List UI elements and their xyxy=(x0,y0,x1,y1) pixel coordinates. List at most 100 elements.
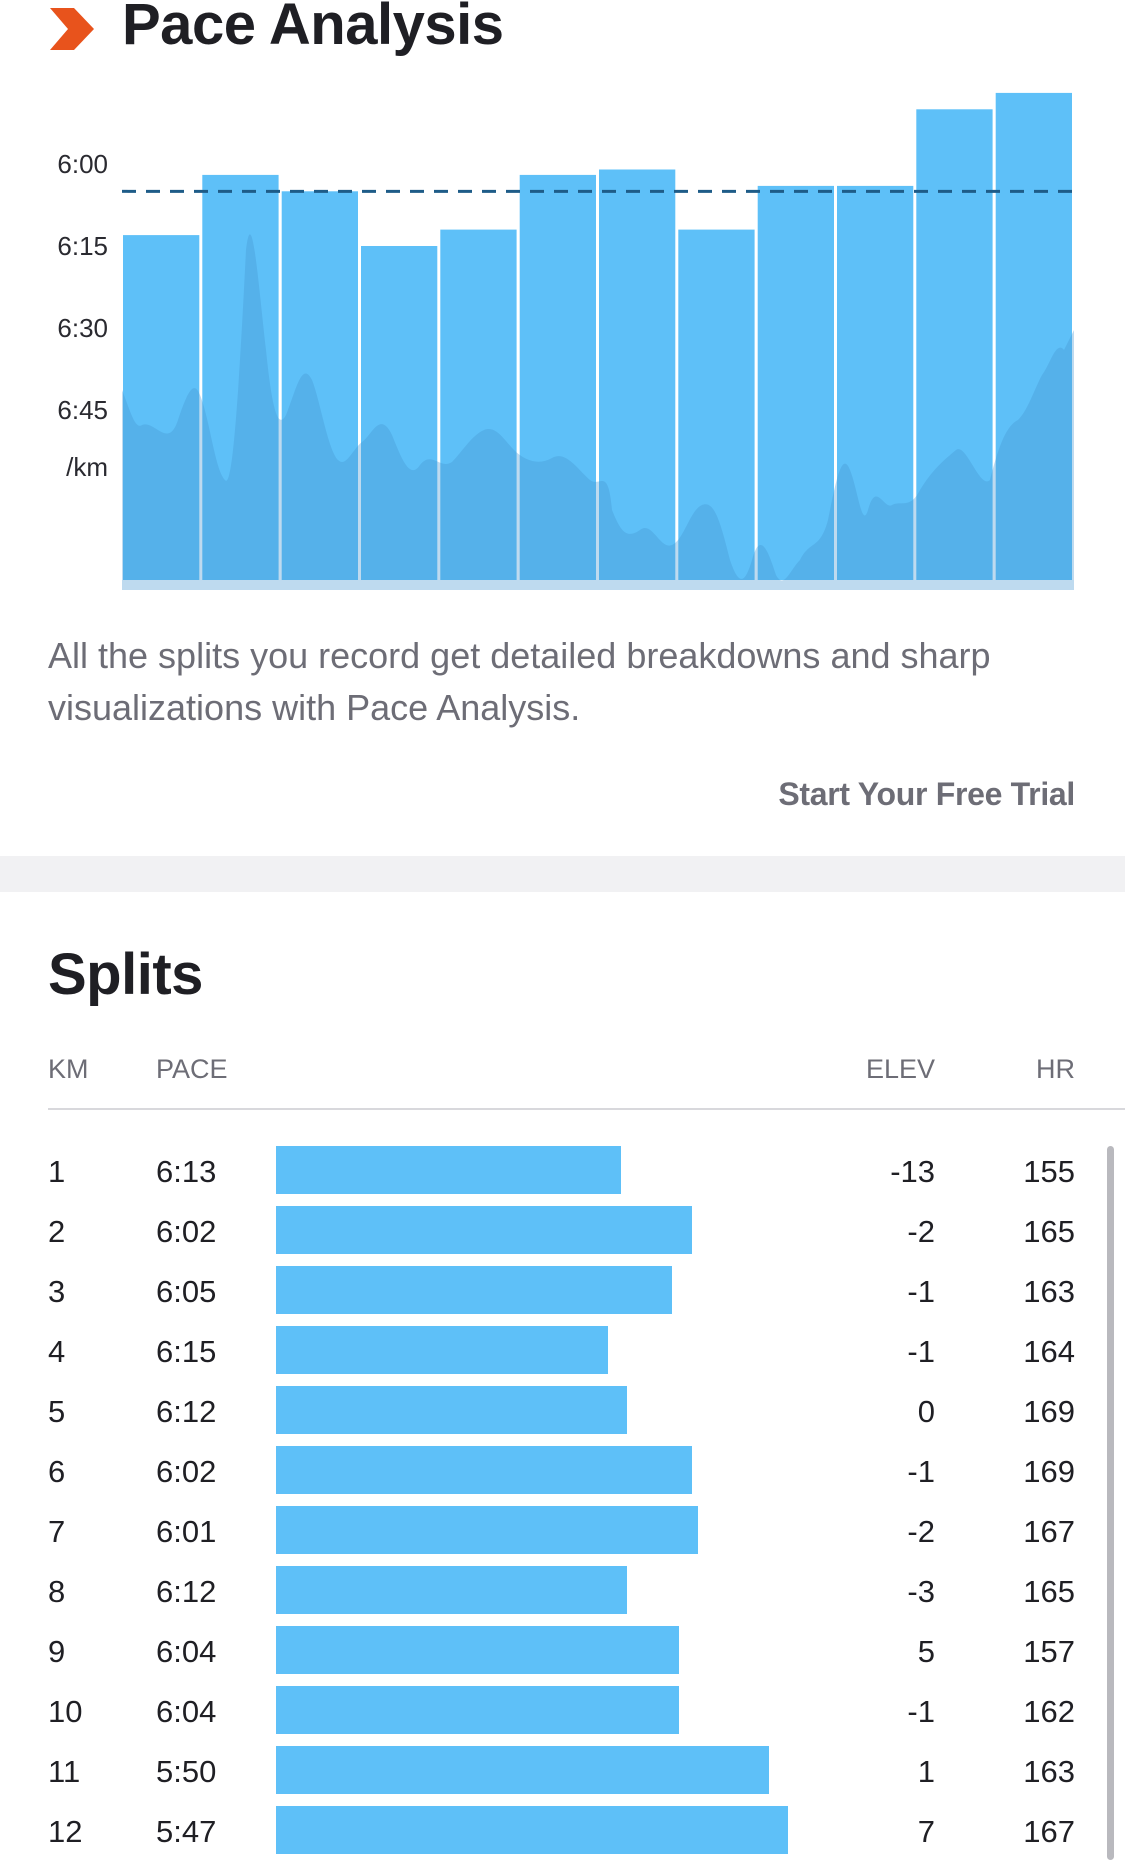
split-row[interactable]: 5 6:12 0 169 xyxy=(0,1386,1125,1446)
split-row[interactable]: 10 6:04 -1 162 xyxy=(0,1686,1125,1746)
split-heart-rate: 167 xyxy=(1023,1814,1075,1849)
split-km: 2 xyxy=(48,1214,66,1249)
split-km: 8 xyxy=(48,1574,66,1609)
split-pace: 6:04 xyxy=(156,1694,217,1729)
split-pace-bar xyxy=(276,1326,608,1374)
pace-bar-km-3[interactable] xyxy=(281,191,358,581)
split-elevation: 0 xyxy=(917,1394,935,1429)
split-elevation: -1 xyxy=(907,1274,935,1309)
pace-chart-svg: 6:00 6:15 6:30 6:45/km xyxy=(57,92,1074,590)
split-pace-bar xyxy=(276,1266,672,1314)
split-heart-rate: 167 xyxy=(1023,1514,1075,1549)
column-header-km: KM xyxy=(48,1054,89,1084)
split-heart-rate: 157 xyxy=(1023,1634,1075,1669)
pace-bar-km-4[interactable] xyxy=(361,246,438,580)
split-km: 9 xyxy=(48,1634,66,1669)
split-elevation: -2 xyxy=(907,1514,935,1549)
split-heart-rate: 162 xyxy=(1023,1694,1075,1729)
pace-chart: 6:00 6:15 6:30 6:45/km xyxy=(0,90,1125,590)
splits-table-header: KM PACE ELEV HR xyxy=(0,1054,1125,1104)
split-km: 12 xyxy=(48,1814,83,1849)
y-axis-tick-label: 6:45 xyxy=(57,395,108,425)
split-elevation: -1 xyxy=(907,1694,935,1729)
split-row[interactable]: 3 6:05 -1 163 xyxy=(0,1266,1125,1326)
split-elevation: 1 xyxy=(917,1754,935,1789)
y-axis-tick-label: 6:15 xyxy=(57,231,108,261)
split-pace-bar xyxy=(276,1446,692,1494)
split-heart-rate: 165 xyxy=(1023,1574,1075,1609)
pace-analysis-header: Pace Analysis xyxy=(0,0,1125,70)
split-km: 3 xyxy=(48,1274,66,1309)
split-km: 5 xyxy=(48,1394,66,1429)
y-axis-tick-label: /km xyxy=(66,452,108,482)
pace-bar-km-6[interactable] xyxy=(519,174,596,580)
split-row[interactable]: 7 6:01 -2 167 xyxy=(0,1506,1125,1566)
split-pace: 6:12 xyxy=(156,1394,217,1429)
split-row[interactable]: 6 6:02 -1 169 xyxy=(0,1446,1125,1506)
split-row[interactable]: 11 5:50 1 163 xyxy=(0,1746,1125,1806)
split-pace: 5:50 xyxy=(156,1754,217,1789)
column-header-elev: ELEV xyxy=(865,1054,935,1084)
split-pace: 6:12 xyxy=(156,1574,217,1609)
split-heart-rate: 169 xyxy=(1023,1394,1075,1429)
split-pace: 5:47 xyxy=(156,1814,217,1849)
split-pace-bar xyxy=(276,1386,627,1434)
split-km: 6 xyxy=(48,1454,66,1489)
split-elevation: -13 xyxy=(890,1154,935,1189)
split-row[interactable]: 1 6:13 -13 155 xyxy=(0,1146,1125,1206)
split-pace: 6:01 xyxy=(156,1514,217,1549)
split-row[interactable]: 4 6:15 -1 164 xyxy=(0,1326,1125,1386)
split-heart-rate: 163 xyxy=(1023,1274,1075,1309)
pace-trace-overlay xyxy=(122,234,1074,590)
split-pace-bar xyxy=(276,1506,698,1554)
column-header-pace: PACE xyxy=(156,1054,228,1084)
split-km: 10 xyxy=(48,1694,83,1729)
split-row[interactable]: 9 6:04 5 157 xyxy=(0,1626,1125,1686)
split-pace-bar xyxy=(276,1566,627,1614)
pace-bar-km-1[interactable] xyxy=(123,235,200,580)
pace-bar-km-2[interactable] xyxy=(202,174,279,580)
split-heart-rate: 169 xyxy=(1023,1454,1075,1489)
pace-bar-km-7[interactable] xyxy=(599,169,676,581)
split-heart-rate: 163 xyxy=(1023,1754,1075,1789)
pace-bar-km-10[interactable] xyxy=(837,185,914,580)
split-pace-bar xyxy=(276,1206,692,1254)
split-row[interactable]: 12 5:47 7 167 xyxy=(0,1806,1125,1866)
split-elevation: -1 xyxy=(907,1454,935,1489)
split-km: 11 xyxy=(48,1754,81,1789)
split-elevation: 7 xyxy=(917,1814,935,1849)
pace-bar-km-9[interactable] xyxy=(757,185,834,580)
split-elevation: 5 xyxy=(917,1634,935,1669)
pace-bar-km-12[interactable] xyxy=(995,92,1072,581)
split-km: 7 xyxy=(48,1514,66,1549)
split-pace: 6:04 xyxy=(156,1634,217,1669)
section-divider xyxy=(0,856,1125,892)
pace-description: All the splits you record get detailed b… xyxy=(48,635,991,728)
splits-title: Splits xyxy=(48,942,203,1007)
start-free-trial-link[interactable]: Start Your Free Trial xyxy=(778,776,1075,812)
split-pace: 6:02 xyxy=(156,1454,217,1489)
page-title: Pace Analysis xyxy=(122,0,504,57)
split-heart-rate: 164 xyxy=(1023,1334,1075,1369)
column-header-hr: HR xyxy=(1036,1054,1075,1084)
split-pace: 6:13 xyxy=(156,1154,217,1189)
split-row[interactable]: 8 6:12 -3 165 xyxy=(0,1566,1125,1626)
split-pace: 6:05 xyxy=(156,1274,217,1309)
pace-bar-km-8[interactable] xyxy=(678,229,755,580)
split-heart-rate: 155 xyxy=(1023,1154,1075,1189)
y-axis-tick-label: 6:30 xyxy=(57,313,108,343)
split-heart-rate: 165 xyxy=(1023,1214,1075,1249)
split-pace-bar xyxy=(276,1746,769,1794)
header-divider xyxy=(48,1108,1125,1110)
split-pace-bar xyxy=(276,1806,788,1854)
split-elevation: -1 xyxy=(907,1334,935,1369)
split-pace: 6:02 xyxy=(156,1214,217,1249)
split-pace-bar xyxy=(276,1146,621,1194)
scrollbar[interactable] xyxy=(1107,1146,1114,1860)
split-km: 4 xyxy=(48,1334,66,1369)
split-row[interactable]: 2 6:02 -2 165 xyxy=(0,1206,1125,1266)
split-km: 1 xyxy=(48,1154,66,1189)
y-axis-tick-label: 6:00 xyxy=(57,149,108,179)
pace-bar-km-5[interactable] xyxy=(440,229,517,580)
pace-bar-km-11[interactable] xyxy=(916,109,993,581)
